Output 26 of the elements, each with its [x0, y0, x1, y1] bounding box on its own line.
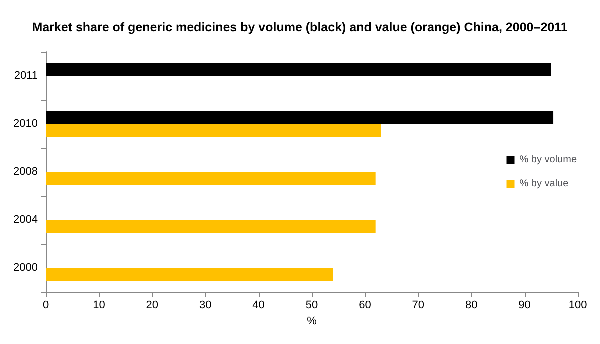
- x-tick-label: 90: [518, 300, 531, 312]
- x-tick-label: 100: [568, 300, 588, 312]
- y-tick-label: 2008: [14, 166, 38, 178]
- x-tick-label: 80: [465, 300, 478, 312]
- bar: [46, 111, 554, 124]
- x-tick-label: 10: [93, 300, 106, 312]
- x-tick-label: 0: [42, 300, 50, 312]
- x-tick-label: 20: [146, 300, 159, 312]
- bar: [46, 172, 376, 185]
- x-axis-title: %: [307, 315, 318, 328]
- y-tick-label: 2004: [14, 214, 38, 226]
- chart-title: Market share of generic medicines by volume (black) and value (orange) China, 2000–2011: [32, 20, 568, 34]
- x-tick-label: 40: [252, 300, 265, 312]
- bar: [46, 268, 334, 281]
- x-tick-label: 70: [412, 300, 425, 312]
- y-tick-label: 2011: [14, 70, 38, 82]
- x-tick-label: 50: [306, 300, 318, 312]
- bar: [46, 124, 382, 137]
- legend-label: % by value: [520, 178, 570, 190]
- x-tick-label: 60: [359, 300, 372, 312]
- y-tick-label: 2000: [14, 262, 38, 274]
- y-tick-label: 2010: [14, 118, 38, 130]
- bar: [46, 220, 376, 233]
- bar: [46, 63, 552, 76]
- x-tick-label: 30: [199, 300, 212, 312]
- legend-label: % by volume: [520, 154, 578, 166]
